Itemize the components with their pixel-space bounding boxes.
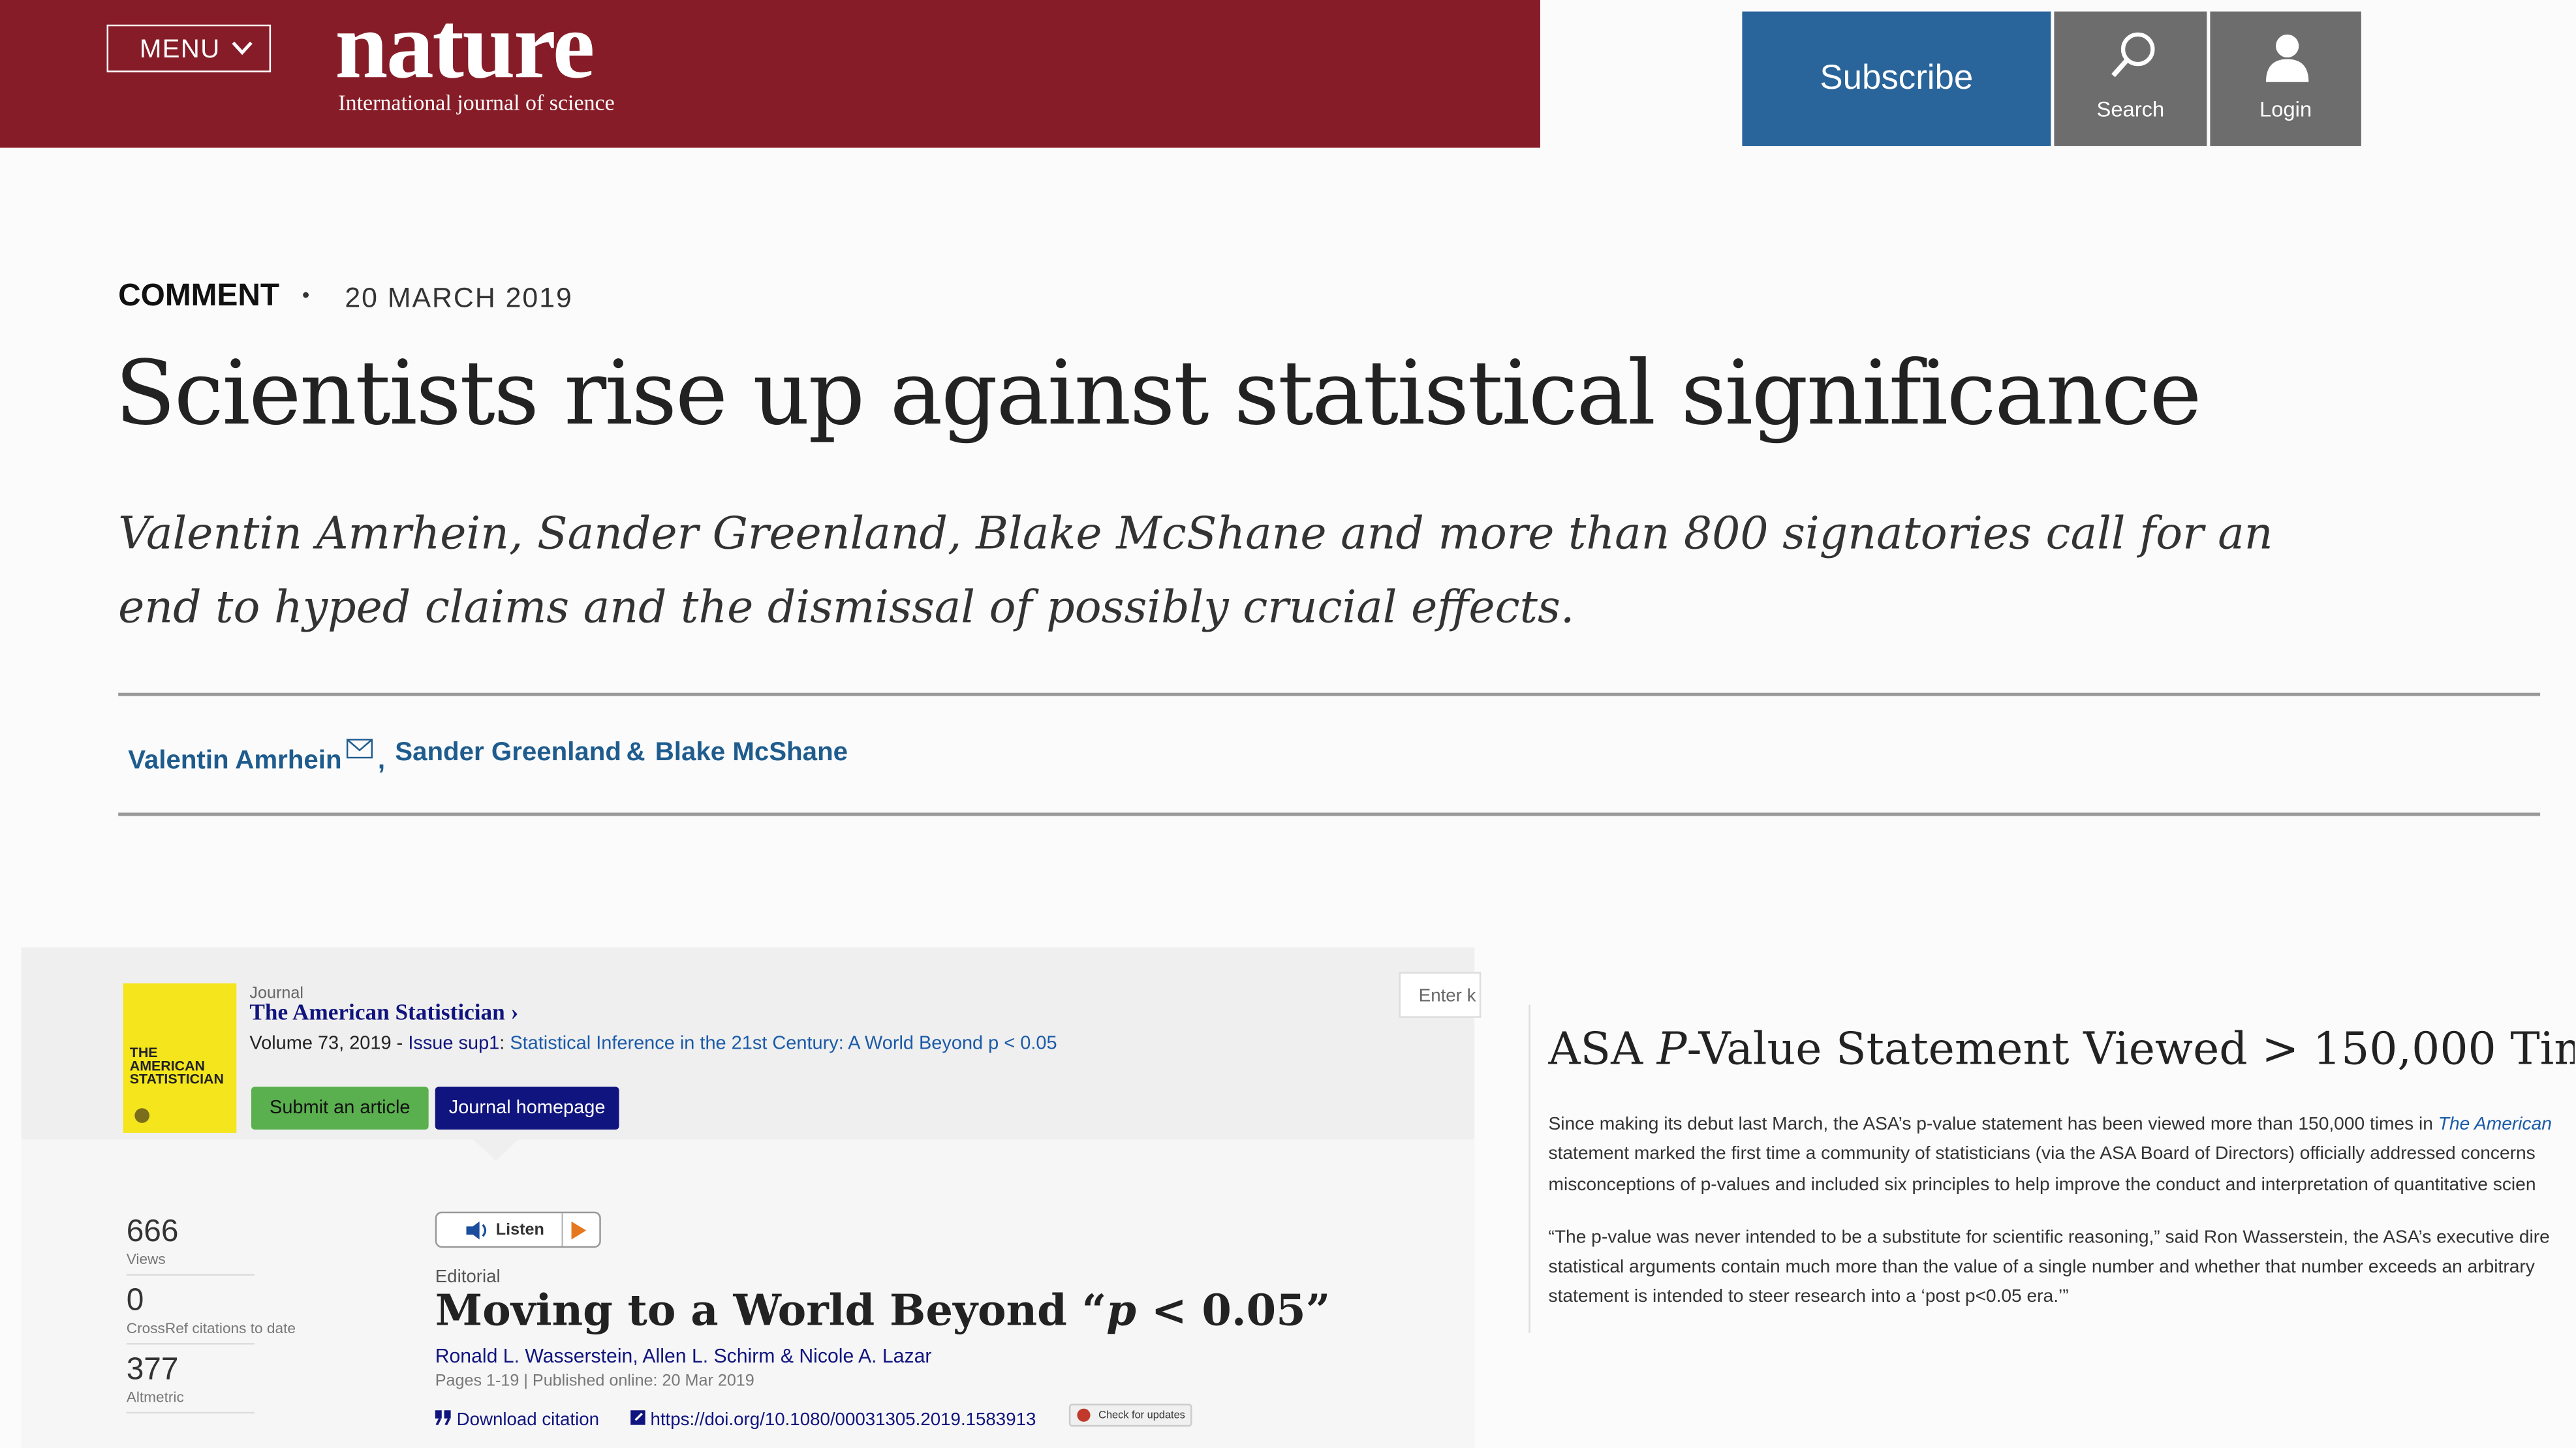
- article-date: 20 MARCH 2019: [345, 282, 573, 314]
- text-line: “The p-value was never intended to be a …: [1548, 1227, 2550, 1248]
- text-line: statement is intended to steer research …: [1548, 1287, 2069, 1308]
- menu-button[interactable]: MENU: [106, 24, 272, 72]
- search-button[interactable]: Search: [2054, 11, 2207, 146]
- separator: •: [302, 282, 310, 307]
- subscribe-label: Subscribe: [1820, 59, 1974, 97]
- metric-label: CrossRef citations to date: [126, 1319, 296, 1336]
- standfirst-line: end to hyped claims and the dismissal of…: [118, 583, 1575, 634]
- issue-link[interactable]: Issue sup1: [408, 1034, 500, 1055]
- search-input[interactable]: Enter k: [1399, 972, 1482, 1018]
- volume: Volume 73, 2019 -: [249, 1034, 409, 1055]
- title-part: p: [1106, 1287, 1137, 1336]
- metric-value: 0: [126, 1284, 144, 1319]
- journal-name-text: The American Statistician: [249, 1001, 505, 1026]
- speaker-icon: [466, 1221, 487, 1240]
- author[interactable]: Valentin Amrhein,: [128, 739, 385, 777]
- asa-body: Since making its debut last March, the A…: [1548, 1110, 2574, 1313]
- search-icon: [2111, 32, 2155, 78]
- tagline: International journal of science: [338, 90, 615, 116]
- submit-button[interactable]: Submit an article: [251, 1086, 429, 1130]
- subscribe-button[interactable]: Subscribe: [1742, 11, 2051, 146]
- author-name: Valentin Amrhein: [128, 747, 342, 775]
- metric-label: Altmetric: [126, 1389, 184, 1406]
- user-icon: [2265, 34, 2309, 82]
- asa-title: ASA P-Value Statement Viewed > 150,000 T…: [1548, 1024, 2574, 1075]
- header-bar: [0, 0, 1540, 148]
- email-icon: [347, 739, 373, 759]
- pages-line: Pages 1-19 | Published online: 20 Mar 20…: [435, 1372, 754, 1391]
- journal-name[interactable]: The American Statistician ›: [249, 1001, 519, 1026]
- listen-button[interactable]: Listen: [435, 1211, 601, 1248]
- author[interactable]: Blake McShane: [655, 739, 848, 777]
- text: Since making its debut last March, the A…: [1548, 1115, 2438, 1135]
- download-label: Download citation: [456, 1410, 600, 1430]
- banner-pointer: [471, 1137, 521, 1161]
- text-line: statement marked the first time a commun…: [1548, 1145, 2536, 1165]
- metric-label: Views: [126, 1251, 166, 1268]
- metrics: 666 Views 0 CrossRef citations to date 377 Al…: [126, 1214, 296, 1422]
- issue-line: Volume 73, 2019 - Issue sup1: Statistica…: [249, 1034, 1057, 1054]
- play-icon: [571, 1221, 587, 1240]
- homepage-button[interactable]: Journal homepage: [435, 1086, 619, 1130]
- login-button[interactable]: Login: [2210, 11, 2361, 146]
- divider: [118, 812, 2541, 816]
- login-label: Login: [2259, 97, 2312, 122]
- logo[interactable]: nature: [335, 0, 595, 99]
- cover-emblem: [134, 1108, 149, 1123]
- title-part: Moving to a World Beyond “: [435, 1287, 1107, 1336]
- search-label: Search: [2096, 97, 2165, 122]
- author-separator: ,: [377, 747, 386, 775]
- listen-divider: [561, 1213, 563, 1246]
- author-name: Blake McShane: [655, 739, 848, 767]
- author-list: Valentin Amrhein, Sander Greenland & Blake …: [128, 739, 848, 777]
- text-line: statistical arguments contain much more …: [1548, 1257, 2535, 1278]
- link[interactable]: The American: [2438, 1115, 2552, 1135]
- check-updates[interactable]: Check for updates: [1068, 1404, 1192, 1427]
- text-line: Since making its debut last March, the A…: [1548, 1110, 2574, 1140]
- doi-link[interactable]: https://doi.org/10.1080/00031305.2019.15…: [630, 1410, 1036, 1430]
- article-area: [21, 1139, 1475, 1448]
- metric: 0 CrossRef citations to date: [126, 1284, 296, 1345]
- doi-text: https://doi.org/10.1080/00031305.2019.15…: [650, 1410, 1036, 1430]
- listen-label: Listen: [495, 1221, 544, 1240]
- title-part: < 0.05”: [1136, 1287, 1331, 1336]
- metric: 377 Altmetric: [126, 1353, 255, 1414]
- paragraph-gap: [1548, 1200, 2574, 1223]
- standfirst-line: Valentin Amrhein, Sander Greenland, Blak…: [118, 508, 2273, 560]
- author[interactable]: Sander Greenland &: [395, 739, 645, 777]
- text-line: misconceptions of p-values and included …: [1548, 1175, 2536, 1195]
- article-title: Scientists rise up against statistical s…: [115, 341, 2202, 445]
- paper-authors[interactable]: Ronald L. Wasserstein, Allen L. Schirm &…: [435, 1344, 932, 1368]
- metric-value: 666: [126, 1214, 179, 1250]
- check-label: Check for updates: [1098, 1410, 1185, 1422]
- title-part: P: [1656, 1024, 1687, 1075]
- menu-label: MENU: [139, 36, 221, 65]
- divider: [118, 692, 2541, 696]
- panel-divider: [1529, 1004, 1530, 1333]
- chevron-icon: [232, 41, 253, 55]
- external-icon: [630, 1410, 645, 1425]
- issue-title-link[interactable]: Statistical Inference in the 21st Centur…: [510, 1034, 1057, 1055]
- cover-text: THE AMERICAN STATISTICIAN: [129, 1044, 224, 1087]
- download-citation[interactable]: Download citation: [435, 1410, 599, 1430]
- crossmark-icon: [1077, 1408, 1091, 1422]
- issue-sep: :: [499, 1034, 510, 1055]
- title-part: ASA: [1548, 1024, 1657, 1075]
- section-label: Editorial: [435, 1267, 501, 1287]
- journal-cover: THE AMERICAN STATISTICIAN: [123, 983, 237, 1133]
- title-part: -Value Statement Viewed > 150,000 Times: [1686, 1024, 2575, 1075]
- author-separator: &: [626, 739, 645, 767]
- standfirst: Valentin Amrhein, Sander Greenland, Blak…: [118, 497, 2273, 645]
- metric: 666 Views: [126, 1214, 255, 1276]
- paper-title: Moving to a World Beyond “p < 0.05”: [435, 1287, 1331, 1336]
- metric-value: 377: [126, 1353, 179, 1387]
- author-name: Sander Greenland: [395, 739, 621, 767]
- article-type: COMMENT: [118, 279, 280, 314]
- journal-label: Journal: [249, 985, 303, 1004]
- quote-icon: [435, 1410, 451, 1426]
